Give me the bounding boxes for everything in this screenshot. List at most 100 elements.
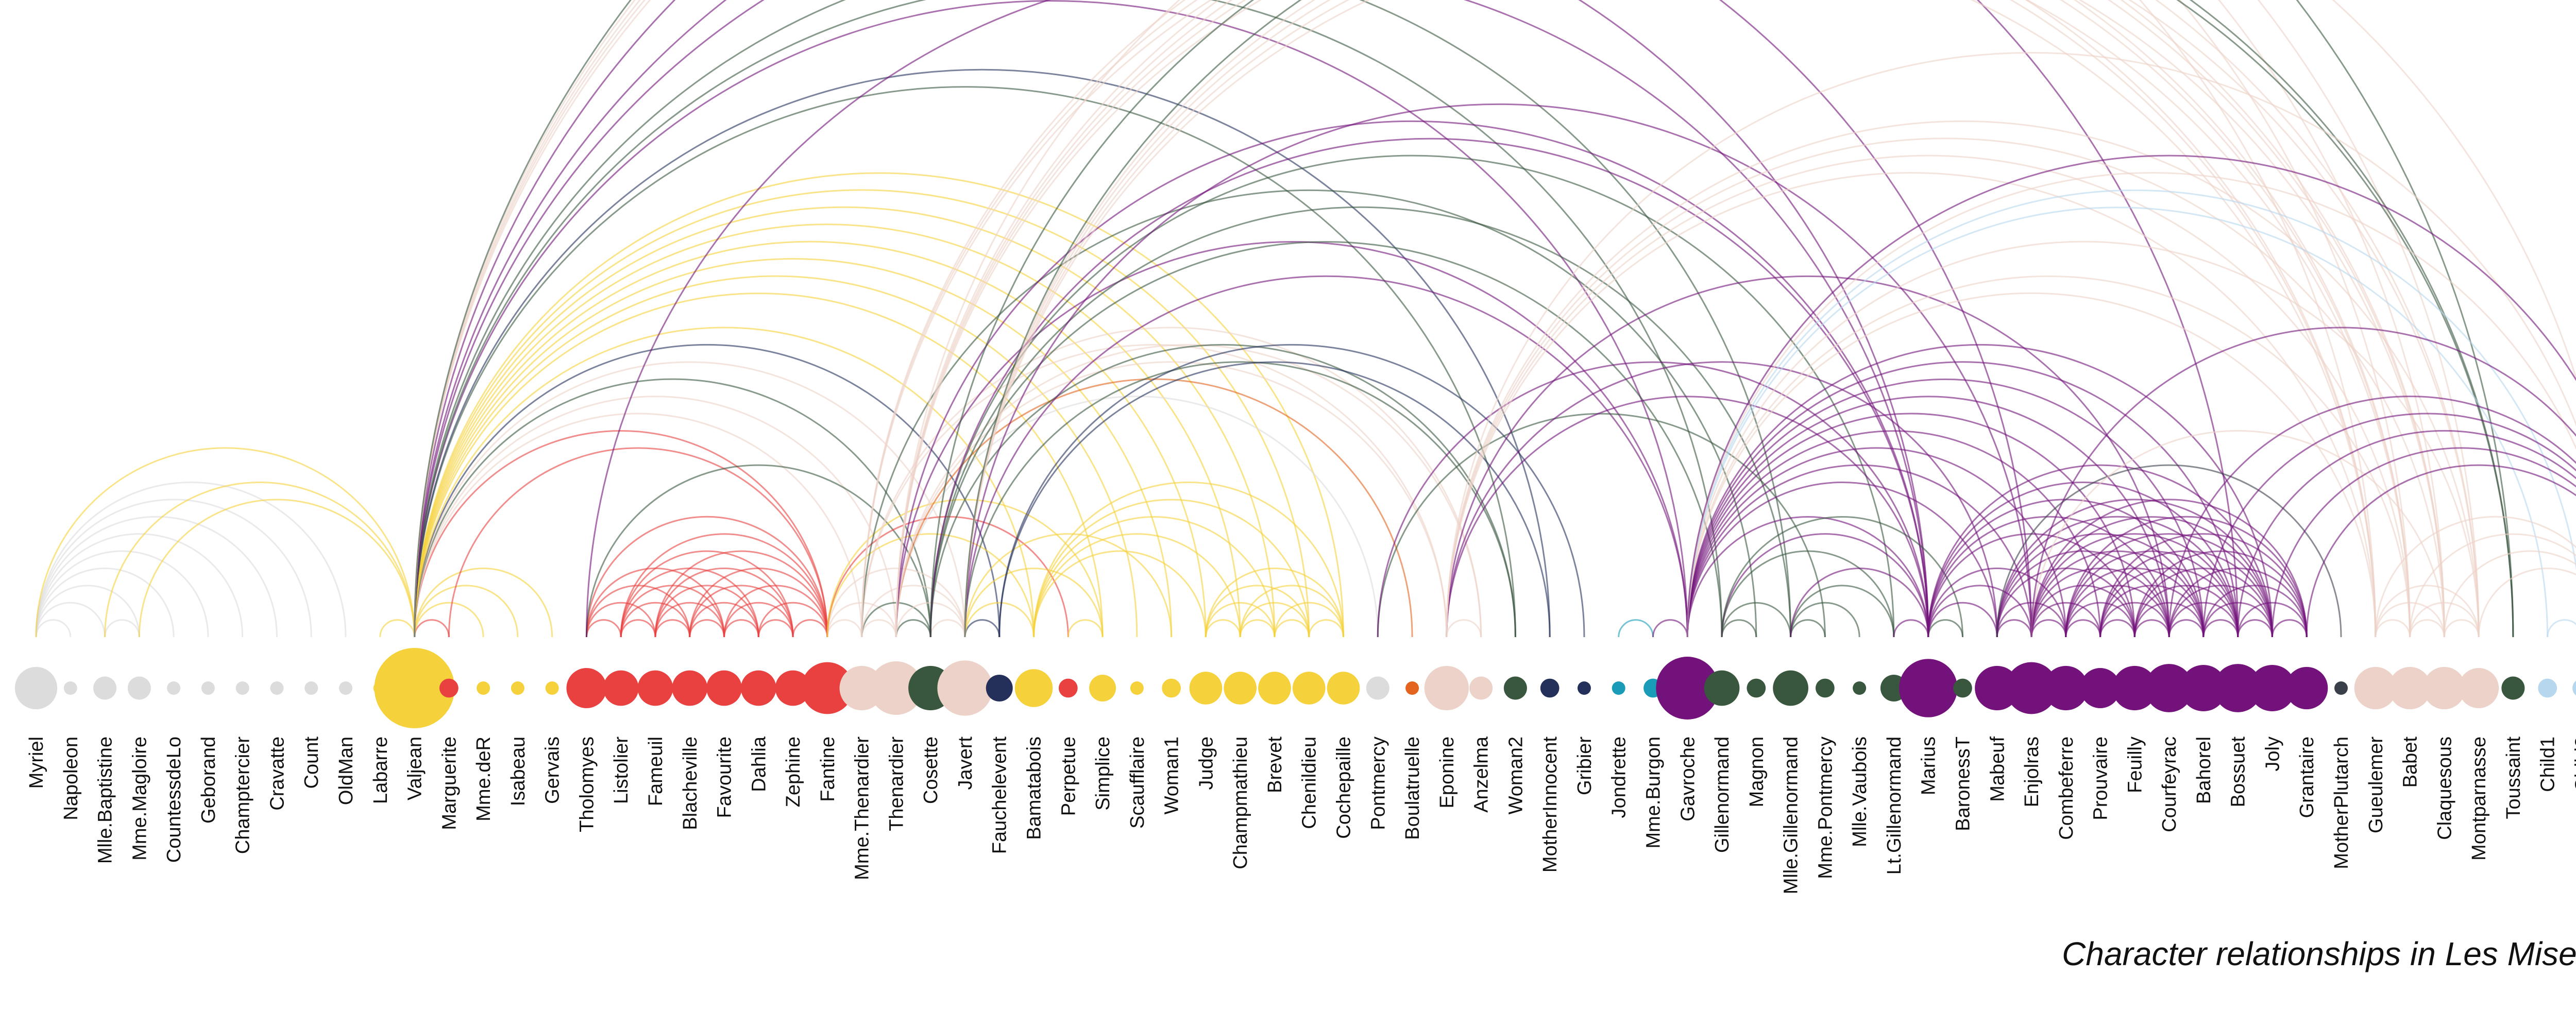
arc-Prouvaire-Gavroche (1686, 430, 2102, 638)
node-label-Javert: Javert (955, 737, 976, 790)
arc-Boulatruelle-Thenardier (896, 379, 1412, 637)
node-label-Combeferre: Combeferre (2056, 737, 2077, 840)
arc-Fantine-Blacheville (689, 567, 828, 638)
node-dot-Geborand (201, 681, 215, 695)
node-dot-Gueulemer (2354, 666, 2397, 710)
node-label-Boulatruelle: Boulatruelle (1402, 737, 1423, 840)
node-label-Cosette: Cosette (920, 737, 942, 804)
node-dot-Myriel (14, 666, 58, 710)
arc-Joly-Gavroche (1686, 344, 2273, 638)
arc-Courfeyrac-Mabeuf (1996, 551, 2170, 638)
arc-Cosette-Thenardier (895, 619, 931, 638)
node-dot-Mme.Pontmercy (1815, 678, 1835, 698)
node-dots (14, 648, 2576, 728)
node-label-Count: Count (301, 737, 323, 789)
arc-CountessdeLo-Myriel (35, 568, 175, 638)
arc-Mme.Thenardier-Fantine (826, 619, 863, 638)
arc-Blacheville-Listolier (620, 602, 691, 638)
arc-Cravatte-Myriel (35, 516, 278, 638)
arc-Fameuil-Tholomyes (585, 602, 656, 638)
arc-Blacheville-Fameuil (654, 619, 691, 638)
node-dot-Judge (1189, 672, 1223, 705)
arc-Zephine-Dahlia (757, 619, 794, 638)
node-label-Gavroche: Gavroche (1677, 737, 1699, 821)
arc-Grantaire-Joly (2271, 619, 2308, 638)
arc-Joly-Prouvaire (2099, 551, 2273, 638)
node-dot-Grantaire (2285, 666, 2328, 710)
node-label-Champmathieu: Champmathieu (1230, 737, 1251, 869)
node-dot-Gervais (545, 681, 559, 695)
node-dot-Claquesous (2423, 666, 2466, 710)
arc-Grantaire-Bahorel (2202, 585, 2308, 638)
arc-Courfeyrac-Prouvaire (2099, 602, 2170, 638)
node-dot-Mme.deR (477, 681, 490, 695)
node-dot-Thenardier (869, 661, 923, 715)
node-label-Isabeau: Isabeau (507, 737, 529, 806)
arc-Joly-Combeferre (2065, 533, 2273, 638)
node-dot-Anzelma (1469, 676, 1493, 700)
arc-Gueulemer-Thenardier (895, 0, 2377, 638)
node-label-Gribier: Gribier (1574, 737, 1596, 795)
arc-Fauchelevent-Valjean (414, 344, 1001, 638)
arc-Mabeuf-Gavroche (1686, 482, 1998, 638)
arc-Child2-Child1 (2547, 619, 2576, 638)
arc-Montparnasse-Babet (2409, 602, 2480, 638)
arc-Marius-Mlle.Gillenormand (1790, 567, 1929, 638)
arc-Feuilly-Combeferre (2065, 602, 2136, 638)
arc-Fantine-Fameuil (654, 550, 828, 638)
node-label-Eponine: Eponine (1436, 737, 1458, 808)
arc-Fantine-Valjean (414, 430, 828, 638)
arc-OldMan-Myriel (35, 482, 347, 638)
node-dot-Zephine (775, 670, 811, 706)
arc-Grantaire-Prouvaire (2099, 533, 2308, 638)
arc-Woman1-Valjean (414, 258, 1173, 638)
node-label-Bahorel: Bahorel (2193, 737, 2215, 804)
arc-Bahorel-Feuilly (2133, 602, 2205, 638)
arc-Babet-Thenardier (895, 0, 2411, 638)
arc-Grantaire-Bossuet (2237, 602, 2308, 638)
node-label-Prouvaire: Prouvaire (2090, 737, 2112, 820)
node-label-Napoleon: Napoleon (60, 737, 82, 820)
arc-Simplice-Perpetue (1067, 619, 1104, 638)
node-label-Woman1: Woman1 (1161, 737, 1183, 814)
node-label-Bossuet: Bossuet (2228, 737, 2249, 808)
node-label-Marius: Marius (1918, 737, 1940, 795)
node-label-Valjean: Valjean (404, 737, 426, 800)
arc-Fantine-Tholomyes (585, 516, 828, 638)
arc-Cochepaille-Champmathieu (1239, 585, 1344, 638)
arc-Child1-Gavroche (1686, 206, 2549, 638)
node-dot-Fantine (801, 662, 854, 714)
node-label-Listolier: Listolier (611, 737, 632, 804)
arc-Feuilly-Prouvaire (2099, 619, 2136, 638)
arc-Gillenormand-Valjean (414, 0, 1723, 638)
node-label-Marguerite: Marguerite (438, 737, 460, 830)
arc-Mme.Hucheloup-Gavroche (1686, 155, 2576, 638)
arc-Zephine-Blacheville (689, 585, 794, 638)
arc-Cochepaille-Valjean (414, 172, 1344, 638)
arc-Fantine-Zephine (792, 619, 828, 638)
arc-Valjean-Mme.Magloire (138, 499, 416, 638)
node-dot-Brevet (1258, 672, 1291, 705)
node-label-Claquesous: Claquesous (2434, 737, 2455, 840)
node-label-MotherInnocent: MotherInnocent (1539, 737, 1561, 872)
arc-Anzelma-Mme.Thenardier (861, 327, 1482, 638)
arc-Chenildieu-Bamatabois (1033, 499, 1310, 638)
arc-Judge-Bamatabois (1033, 551, 1207, 638)
arc-Gueulemer-Javert (964, 0, 2377, 638)
node-dot-Chenildieu (1292, 672, 1326, 705)
node-label-CountessdeLo: CountessdeLo (163, 737, 185, 863)
arc-Claquesous-Babet (2409, 619, 2445, 638)
arc-Joly-Courfeyrac (2168, 585, 2273, 638)
arc-Montparnasse-Gueulemer (2375, 585, 2480, 638)
arc-Joly-Mabeuf (1996, 499, 2273, 638)
node-label-Labarre: Labarre (370, 737, 392, 804)
node-label-Favourite: Favourite (714, 737, 736, 818)
arc-Enjolras-Marius (1927, 585, 2032, 638)
node-dot-Bamatabois (1014, 669, 1053, 707)
node-label-Fauchelevent: Fauchelevent (989, 737, 1011, 854)
arc-Cochepaille-Brevet (1274, 602, 1344, 638)
arc-Geborand-Myriel (35, 550, 209, 638)
arc-MotherInnocent-Valjean (414, 69, 1551, 638)
arc-Fantine-Dahlia (757, 602, 828, 638)
arc-Gueulemer-Gavroche (1686, 292, 2377, 638)
